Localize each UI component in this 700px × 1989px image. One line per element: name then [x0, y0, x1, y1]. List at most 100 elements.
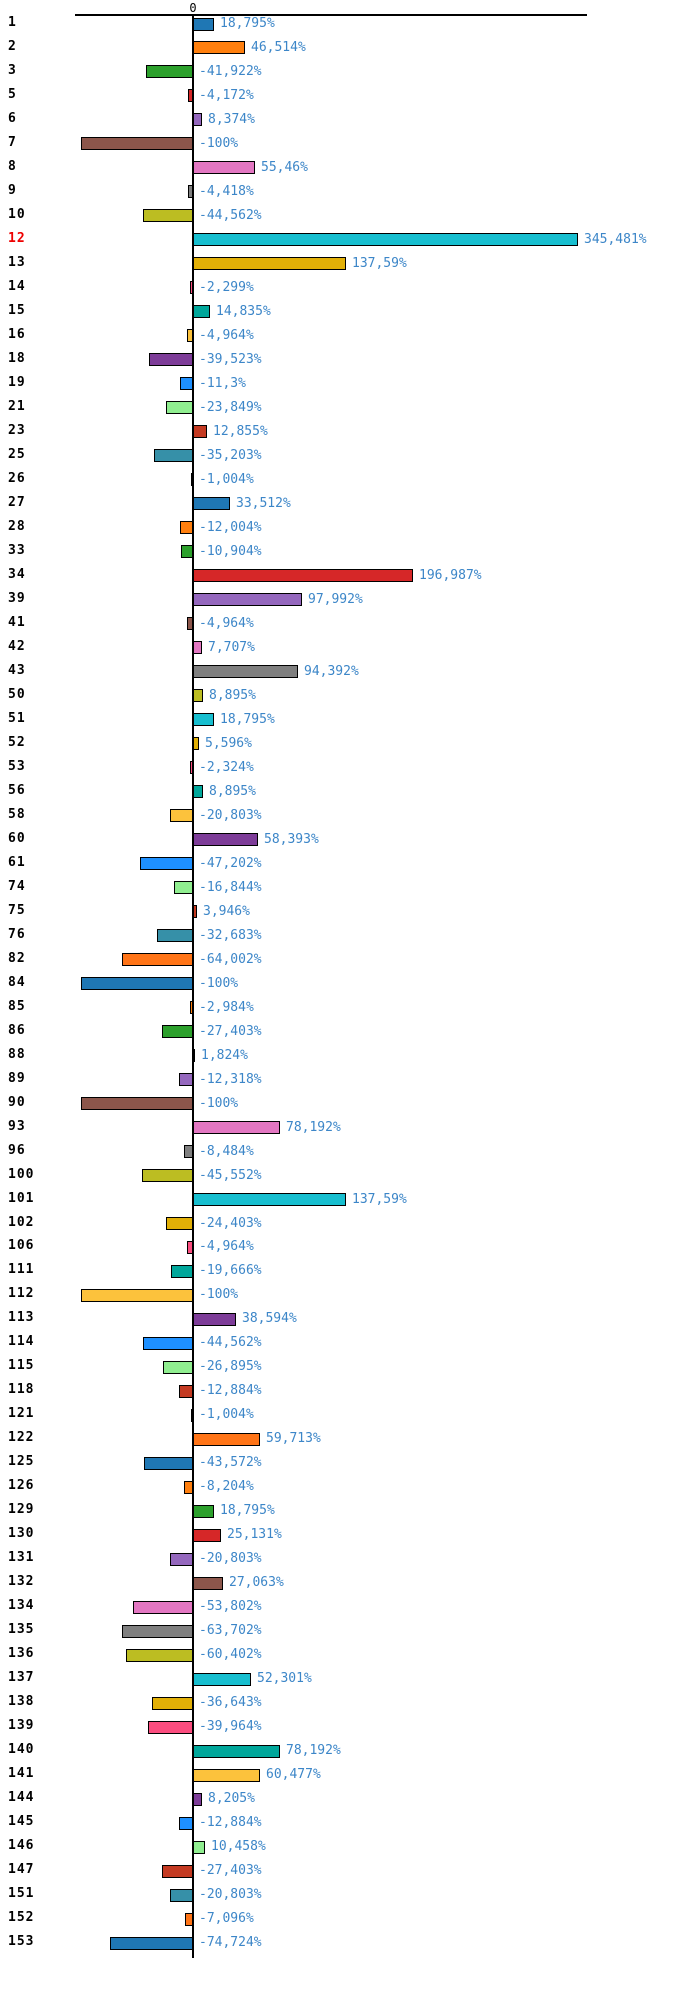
row-label: 26: [8, 470, 26, 486]
row-label: 1: [8, 15, 17, 30]
row-label: 140: [8, 1742, 35, 1758]
value-label: -27,403%: [199, 1023, 262, 1039]
row-label: 137: [8, 1670, 35, 1686]
bar: [193, 1528, 221, 1542]
value-label: -47,202%: [199, 855, 262, 871]
row-label: 113: [8, 1310, 35, 1326]
value-label: -23,849%: [199, 399, 262, 415]
value-label: 3,946%: [203, 903, 250, 919]
bar: [190, 761, 193, 775]
bar: [110, 1936, 193, 1950]
bar: [162, 1864, 193, 1878]
value-label: -4,964%: [199, 615, 254, 631]
value-label: 137,59%: [352, 1191, 407, 1207]
row-label: 146: [8, 1838, 35, 1854]
bar: [190, 1001, 193, 1015]
bar: [179, 1073, 193, 1087]
bar: [193, 1121, 280, 1135]
row-label: 102: [8, 1214, 35, 1230]
row-label: 101: [8, 1190, 35, 1206]
value-label: 58,393%: [264, 831, 319, 847]
row-label: 141: [8, 1766, 35, 1782]
row-label: 76: [8, 926, 26, 942]
value-label: -12,004%: [199, 519, 262, 535]
value-label: -43,572%: [199, 1455, 262, 1471]
value-label: -10,904%: [199, 543, 262, 559]
bar: [193, 1193, 346, 1206]
value-label: -20,803%: [199, 1551, 262, 1567]
row-label: 61: [8, 854, 26, 870]
value-label: 18,795%: [220, 1503, 275, 1519]
row-label: 34: [8, 566, 26, 582]
value-label: -4,964%: [199, 1239, 254, 1255]
value-label: 27,063%: [229, 1575, 284, 1591]
value-label: -53,802%: [199, 1599, 262, 1615]
value-label: -44,562%: [199, 207, 262, 223]
row-label: 106: [8, 1238, 35, 1254]
row-label: 85: [8, 998, 26, 1014]
value-label: -39,964%: [199, 1719, 262, 1735]
row-label: 112: [8, 1286, 35, 1302]
row-label: 15: [8, 302, 26, 318]
value-label: -100%: [199, 1287, 239, 1303]
value-label: -63,702%: [199, 1623, 262, 1639]
value-label: -8,484%: [199, 1143, 254, 1159]
value-label: 8,374%: [208, 111, 255, 127]
row-label: 39: [8, 590, 26, 606]
row-label: 74: [8, 878, 26, 894]
bar: [133, 1600, 193, 1614]
value-label: -19,666%: [199, 1263, 262, 1279]
zero-tick-label: 0: [189, 1, 197, 15]
value-label: -32,683%: [199, 927, 262, 943]
zero-axis-line: [192, 15, 194, 1958]
bar: [193, 17, 214, 31]
row-label: 42: [8, 638, 26, 654]
bar: [193, 1840, 205, 1854]
bar: [181, 545, 193, 559]
bar: [148, 1720, 193, 1734]
bar: [191, 473, 193, 487]
bar: [122, 953, 193, 967]
row-label: 21: [8, 398, 26, 414]
value-label: -24,403%: [199, 1215, 262, 1231]
bar: [193, 1432, 260, 1446]
row-label: 5: [8, 86, 17, 102]
bar: [184, 1145, 193, 1159]
row-label: 50: [8, 686, 26, 702]
value-label: -4,172%: [199, 87, 254, 103]
row-label: 122: [8, 1430, 35, 1446]
row-label: 138: [8, 1694, 35, 1710]
bar: [193, 161, 255, 175]
bar: [193, 1672, 251, 1686]
bar: [193, 425, 207, 439]
bar: [193, 833, 258, 847]
value-label: -12,318%: [199, 1071, 262, 1087]
value-label: -44,562%: [199, 1335, 262, 1351]
bar: [81, 1288, 193, 1302]
value-label: -64,002%: [199, 951, 262, 967]
bar: [180, 521, 193, 535]
row-label: 126: [8, 1478, 35, 1494]
value-label: -2,984%: [199, 999, 254, 1015]
row-label: 23: [8, 422, 26, 438]
value-label: -1,004%: [199, 1407, 254, 1423]
value-label: 1,824%: [201, 1047, 248, 1063]
bar: [163, 1360, 193, 1374]
value-label: 78,192%: [286, 1743, 341, 1759]
value-label: -35,203%: [199, 447, 262, 463]
bar: [185, 1912, 193, 1926]
row-label: 13: [8, 254, 26, 270]
row-label: 7: [8, 134, 17, 150]
value-label: -20,803%: [199, 807, 262, 823]
bar: [193, 737, 199, 751]
row-label: 136: [8, 1646, 35, 1662]
top-axis-line: [75, 14, 587, 16]
row-label: 18: [8, 350, 26, 366]
value-label: 52,301%: [257, 1671, 312, 1687]
value-label: -7,096%: [199, 1911, 254, 1927]
bar: [193, 569, 413, 583]
bar: [187, 329, 193, 343]
value-label: -20,803%: [199, 1887, 262, 1903]
row-label: 121: [8, 1406, 35, 1422]
row-label: 58: [8, 806, 26, 822]
